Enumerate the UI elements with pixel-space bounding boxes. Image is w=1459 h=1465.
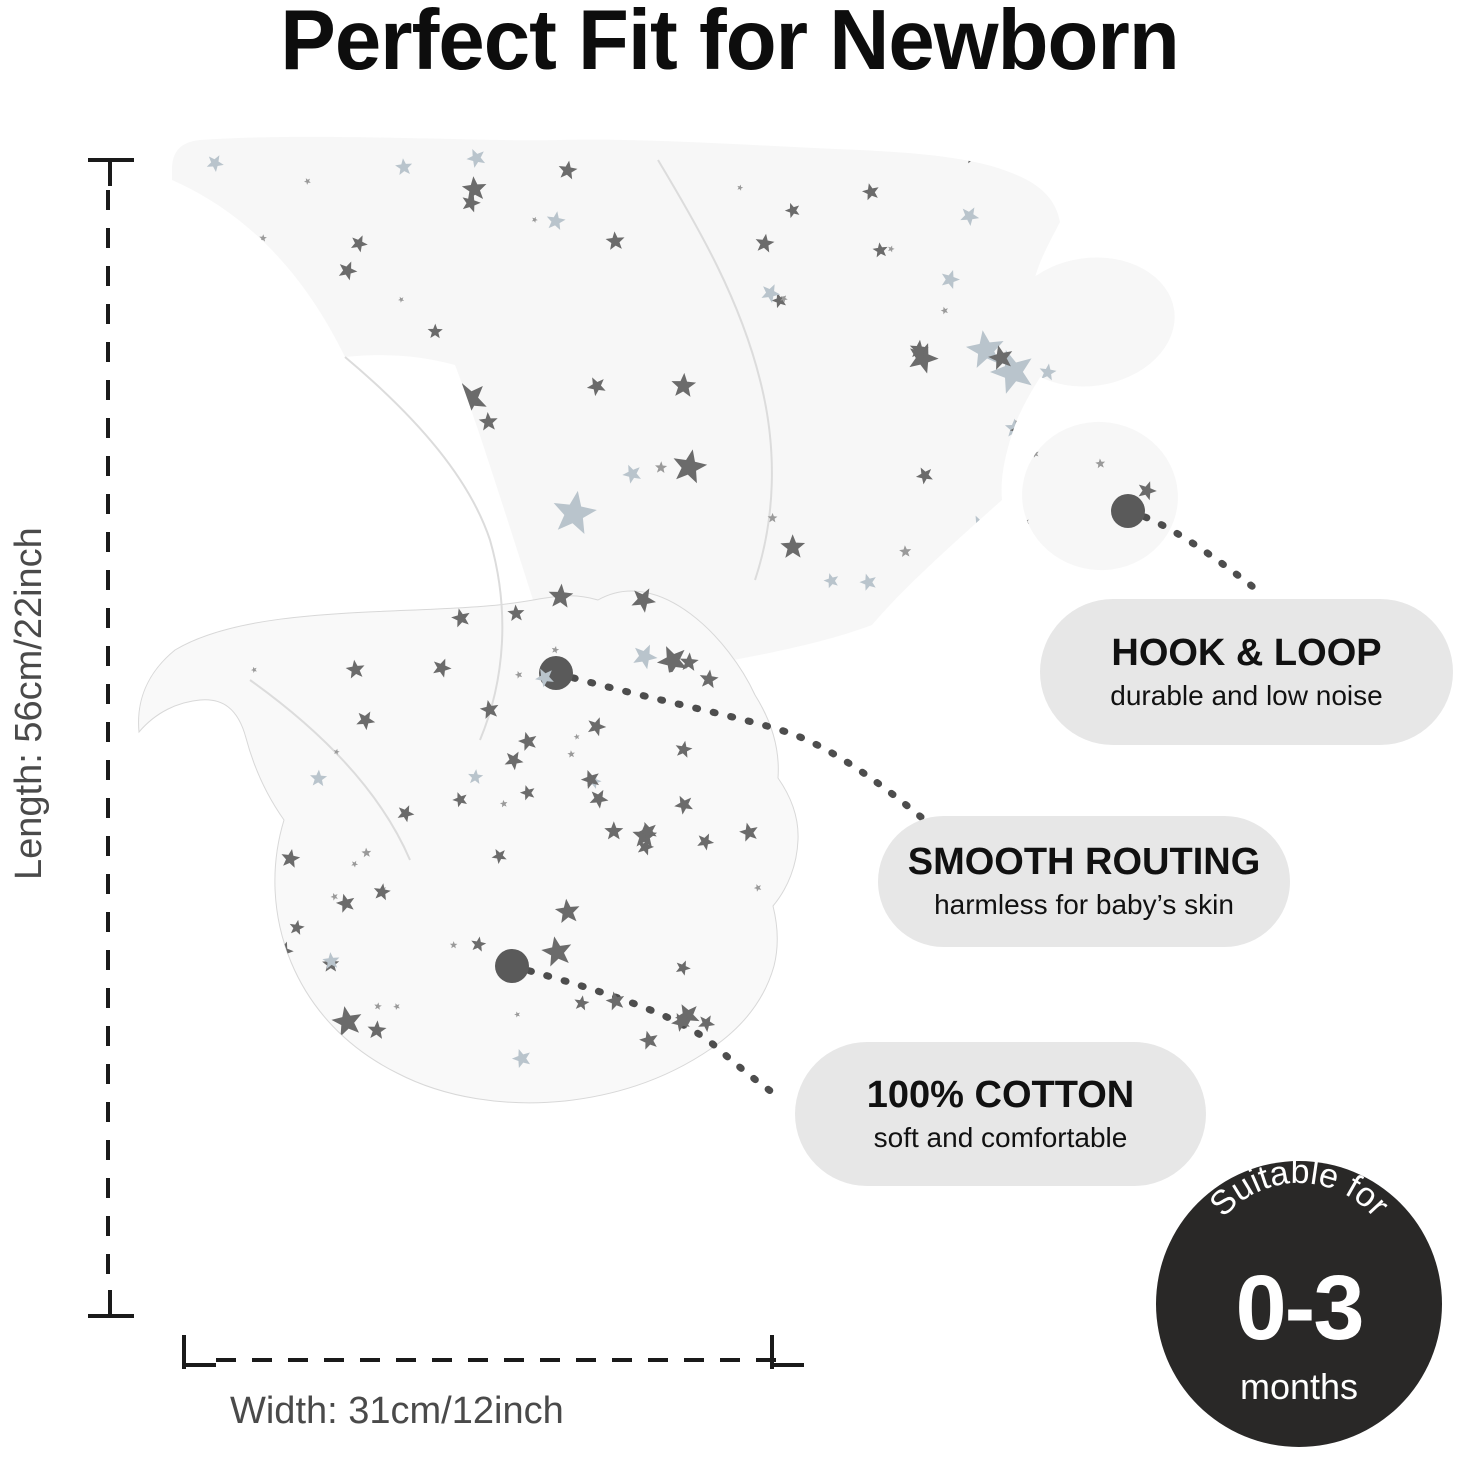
svg-text:Suitable for: Suitable for	[1202, 1161, 1396, 1224]
